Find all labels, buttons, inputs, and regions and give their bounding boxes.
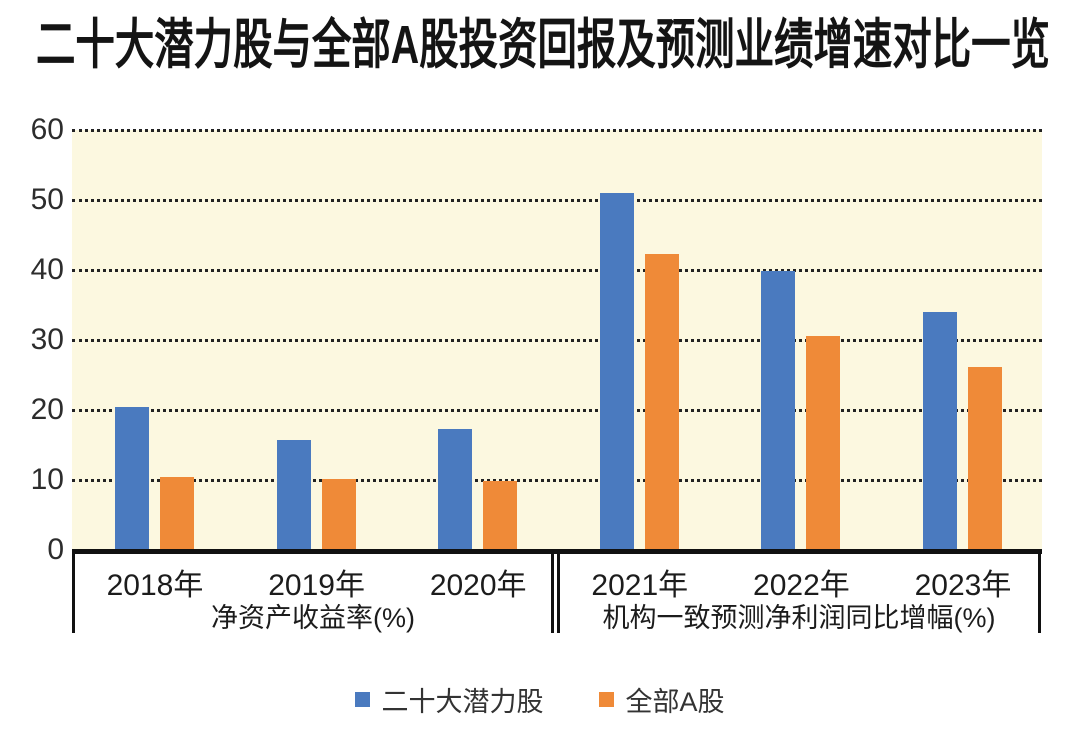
bar-全部A股-2020年 xyxy=(483,481,518,550)
x-category-label-2019年: 2019年 xyxy=(268,569,365,602)
y-tick-label-40: 40 xyxy=(30,253,64,286)
y-tick-label-60: 60 xyxy=(30,113,64,146)
y-tick-label-30: 30 xyxy=(30,323,64,356)
bar-二十大潜力股-2022年 xyxy=(761,271,796,550)
bar-全部A股-2023年 xyxy=(968,367,1002,550)
gridline-30 xyxy=(72,339,1042,342)
bar-全部A股-2021年 xyxy=(644,254,679,550)
chart-title: 二十大潜力股与全部A股投资回报及预测业绩增速对比一览 xyxy=(36,15,1050,75)
bar-二十大潜力股-2023年 xyxy=(923,312,957,550)
bar-二十大潜力股-2021年 xyxy=(599,193,634,550)
group-label-forecast: 机构一致预测净利润同比增幅(%) xyxy=(602,603,996,633)
group-label-roe: 净资产收益率(%) xyxy=(211,603,415,633)
y-tick-label-50: 50 xyxy=(30,183,64,216)
bar-二十大潜力股-2020年 xyxy=(438,429,473,550)
legend-item-all-a-shares: 全部A股 xyxy=(599,680,725,719)
x-category-label-2023年: 2023年 xyxy=(914,569,1012,602)
legend-swatch-blue xyxy=(355,692,371,707)
gridline-10 xyxy=(72,479,1042,482)
legend-label-all-a-shares: 全部A股 xyxy=(625,687,725,717)
gridline-20 xyxy=(72,409,1042,412)
bar-全部A股-2019年 xyxy=(321,479,356,550)
gridline-50 xyxy=(72,199,1042,202)
legend-label-potential-stocks: 二十大潜力股 xyxy=(381,687,544,717)
bar-二十大潜力股-2019年 xyxy=(276,440,311,550)
y-tick-label-10: 10 xyxy=(30,463,64,496)
x-category-label-2018年: 2018年 xyxy=(106,569,204,602)
x-category-label-2021年: 2021年 xyxy=(591,569,689,602)
legend-swatch-orange xyxy=(599,692,615,707)
bar-二十大潜力股-2018年 xyxy=(115,407,149,550)
y-tick-label-0: 0 xyxy=(47,533,64,566)
group-box-forecast: 机构一致预测净利润同比增幅(%) xyxy=(557,552,1041,633)
bar-全部A股-2018年 xyxy=(160,477,194,550)
legend: 二十大潜力股 全部A股 xyxy=(0,680,1080,719)
x-axis-baseline xyxy=(72,549,1042,554)
x-category-label-2020年: 2020年 xyxy=(429,569,527,602)
bar-全部A股-2022年 xyxy=(806,336,841,550)
x-category-label-2022年: 2022年 xyxy=(753,569,850,602)
gridline-40 xyxy=(72,269,1042,272)
legend-item-potential-stocks: 二十大潜力股 xyxy=(355,680,543,719)
gridline-60 xyxy=(72,129,1042,132)
y-tick-label-20: 20 xyxy=(30,393,64,426)
group-box-roe: 净资产收益率(%) xyxy=(72,552,554,633)
